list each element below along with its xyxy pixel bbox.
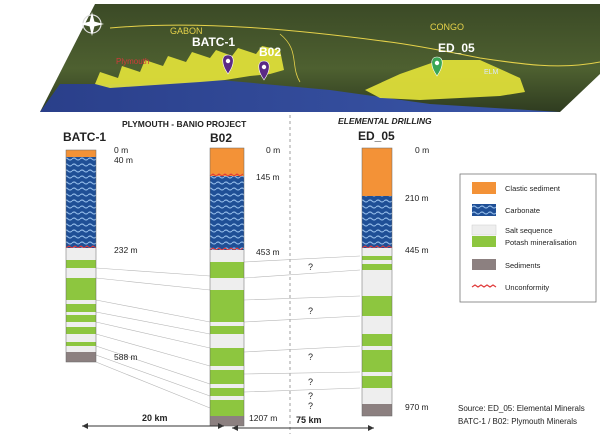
sea-area (40, 80, 560, 112)
project-title-elemental: ELEMENTAL DRILLING (338, 116, 432, 126)
b02-clastic (210, 148, 244, 176)
b02-unconformity-top (209, 173, 244, 177)
batc1-depth-232: 232 m (114, 245, 138, 255)
question-mark: ? (308, 401, 313, 411)
ed05-depth-0: 0 m (415, 145, 429, 155)
batc1-carbonate (66, 157, 96, 248)
ed05-unconformity (361, 245, 393, 249)
legend-label-potash: Potash mineralisation (505, 238, 577, 247)
river-line (279, 33, 301, 83)
ed05-sediments (362, 404, 392, 416)
batc1-clastic (66, 150, 96, 157)
batc1-depth-0: 0 m (114, 145, 128, 155)
well-ed05: ED_05 0 m 210 m 445 m 970 m (358, 129, 429, 417)
well-batc1: BATC-1 0 m 40 m 232 m 588 m (63, 130, 138, 363)
b02-sediments (210, 416, 244, 426)
legend-swatch-sediments (472, 259, 496, 270)
ed05-carbonate (362, 196, 392, 248)
legend-swatch-unconformity (471, 284, 497, 288)
batc1-depth-588: 588 m (114, 352, 138, 362)
batc1-marker (222, 54, 234, 75)
ed05-depth-445: 445 m (405, 245, 429, 255)
well-b02-name: B02 (210, 131, 232, 145)
border-line (109, 24, 600, 67)
ed05-depth-970: 970 m (405, 402, 429, 412)
question-mark: ? (308, 391, 313, 401)
plymouth-permit (95, 46, 284, 88)
distance-arrows: 20 km 75 km (82, 413, 374, 431)
legend-swatch-clastic (472, 182, 496, 194)
b02-depth-1207: 1207 m (249, 413, 277, 423)
b02-unconformity-bottom (209, 247, 244, 251)
legend-label-clastic: Clastic sediment (505, 184, 561, 193)
well-ed05-name: ED_05 (358, 129, 395, 143)
question-mark: ? (308, 352, 313, 362)
legend-swatch-salt (471, 224, 497, 236)
map-label-elm: ELM (484, 69, 499, 76)
map-label-b02: B02 (259, 45, 281, 59)
legend-label-salt: Salt sequence (505, 226, 553, 235)
b02-carbonate (210, 176, 244, 250)
ed05-clastic (362, 148, 392, 196)
question-mark: ? (308, 377, 313, 387)
map-label-congo: CONGO (430, 22, 464, 32)
question-mark: ? (308, 306, 313, 316)
source-line-2: BATC-1 / B02: Plymouth Minerals (458, 417, 577, 426)
source-line-1: Source: ED_05: Elemental Minerals (458, 404, 585, 413)
b02-marker (258, 60, 270, 81)
legend-swatch-carbonate (472, 204, 496, 216)
ed05-depth-210: 210 m (405, 193, 429, 203)
elemental-permit (365, 60, 525, 100)
compass-icon (80, 12, 104, 36)
well-b02: B02 0 m 145 m 453 m 1207 m (209, 131, 280, 427)
map-label-gabon: GABON (170, 26, 203, 36)
legend: Clastic sediment Carbonate Salt sequence… (459, 173, 597, 303)
b02-depth-0: 0 m (266, 145, 280, 155)
b02-depth-453: 453 m (256, 247, 280, 257)
map-label-batc1: BATC-1 (192, 35, 235, 49)
legend-label-carbonate: Carbonate (505, 206, 540, 215)
correlation-lines (95, 255, 361, 409)
b02-depth-145: 145 m (256, 172, 280, 182)
batc1-depth-40: 40 m (114, 155, 133, 165)
uncertain-correlations: ? ? ? ? ? ? (308, 262, 313, 411)
batc1-unconformity (65, 245, 97, 249)
batc1-sediments (66, 352, 96, 362)
legend-label-sediments: Sediments (505, 261, 541, 270)
distance-label-right: 75 km (296, 415, 322, 425)
well-batc1-name: BATC-1 (63, 130, 106, 144)
map-label-ed05: ED_05 (438, 41, 475, 55)
satellite-map: GABON CONGO Plymouth ELM BATC-1 B02 ED_0… (40, 4, 600, 112)
ed05-marker (431, 56, 443, 77)
distance-label-left: 20 km (142, 413, 168, 423)
question-mark: ? (308, 262, 313, 272)
map-label-plymouth: Plymouth (116, 57, 149, 66)
legend-label-unconformity: Unconformity (505, 283, 549, 292)
project-title-plymouth: PLYMOUTH - BANIO PROJECT (122, 119, 247, 129)
legend-swatch-potash (472, 236, 496, 247)
